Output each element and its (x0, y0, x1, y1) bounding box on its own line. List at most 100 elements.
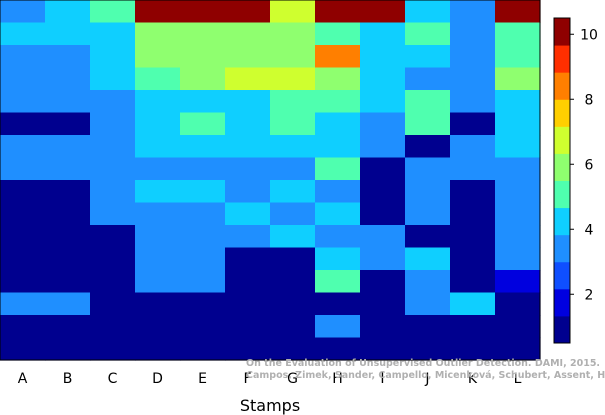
x-tick-label: F (243, 371, 251, 387)
heatmap-cell (0, 247, 46, 271)
heatmap-cell (90, 270, 136, 294)
heatmap-cell (270, 247, 316, 271)
heatmap-cell (90, 337, 136, 361)
heatmap-cell (180, 157, 226, 181)
heatmap-cells (0, 0, 541, 361)
heatmap-cell (315, 22, 361, 46)
colorbar-segment (554, 207, 570, 236)
heatmap-cell (45, 292, 91, 316)
colorbar-tick-label: 6 (585, 157, 594, 173)
heatmap-cell (450, 202, 496, 226)
heatmap-cell (45, 135, 91, 159)
heatmap-cell (135, 135, 181, 159)
heatmap-cell (90, 135, 136, 159)
heatmap-cell (450, 180, 496, 204)
heatmap-cell (45, 90, 91, 114)
heatmap-cell (495, 292, 541, 316)
heatmap-cell (45, 112, 91, 136)
heatmap-cell (225, 67, 271, 91)
heatmap-cell (405, 0, 451, 24)
heatmap-cell (315, 45, 361, 69)
heatmap-cell (225, 157, 271, 181)
heatmap-cell (315, 337, 361, 361)
credit-line-2: Campos, Zimek, Sander, Campello, Micenko… (246, 370, 605, 381)
x-tick-label: L (514, 371, 522, 387)
colorbar-segment (554, 153, 570, 181)
heatmap-cell (360, 202, 406, 226)
colorbar-tick-label: 8 (585, 92, 594, 108)
heatmap-cell (45, 202, 91, 226)
heatmap-cell (360, 0, 406, 24)
heatmap-cell (495, 112, 541, 136)
heatmap-cell (225, 90, 271, 114)
heatmap-cell (180, 112, 226, 136)
heatmap-cell (180, 67, 226, 91)
heatmap-cell (495, 67, 541, 91)
heatmap-cell (45, 180, 91, 204)
heatmap-cell (180, 315, 226, 339)
heatmap-cell (0, 67, 46, 91)
heatmap-cell (45, 0, 91, 24)
heatmap-cell (0, 0, 46, 24)
heatmap-cell (450, 315, 496, 339)
heatmap-cell (225, 337, 271, 361)
heatmap-cell (90, 45, 136, 69)
heatmap-cell (450, 90, 496, 114)
heatmap-cell (180, 337, 226, 361)
heatmap-cell (0, 270, 46, 294)
heatmap-cell (45, 157, 91, 181)
heatmap-cell (225, 247, 271, 271)
heatmap-cell (225, 202, 271, 226)
heatmap-cell (180, 225, 226, 249)
credit-line-1: On the Evaluation of Unsupervised Outlie… (246, 358, 601, 369)
heatmap-cell (45, 270, 91, 294)
heatmap-cell (360, 112, 406, 136)
heatmap-cell (135, 45, 181, 69)
heatmap-cell (0, 45, 46, 69)
heatmap-cell (180, 0, 226, 24)
heatmap-cell (180, 292, 226, 316)
heatmap-cell (315, 135, 361, 159)
colorbar-segment (554, 99, 570, 127)
colorbar-tick-label: 2 (585, 287, 594, 303)
heatmap-cell (405, 225, 451, 249)
heatmap-cell (405, 292, 451, 316)
heatmap-cell (225, 180, 271, 204)
heatmap-cell (0, 315, 46, 339)
heatmap-cell (315, 225, 361, 249)
heatmap-cell (135, 270, 181, 294)
heatmap-cell (90, 292, 136, 316)
heatmap-cell (90, 90, 136, 114)
heatmap-cell (0, 112, 46, 136)
heatmap-cell (270, 180, 316, 204)
heatmap-cell (45, 22, 91, 46)
heatmap-cell (405, 112, 451, 136)
heatmap-cell (135, 337, 181, 361)
heatmap-cell (495, 157, 541, 181)
heatmap-cell (270, 337, 316, 361)
x-tick-label: C (108, 371, 118, 387)
heatmap-cell (225, 112, 271, 136)
heatmap-cell (270, 157, 316, 181)
heatmap-cell (360, 225, 406, 249)
heatmap-cell (270, 135, 316, 159)
heatmap-cell (0, 90, 46, 114)
heatmap-cell (360, 157, 406, 181)
heatmap-cell (495, 247, 541, 271)
heatmap-cell (405, 67, 451, 91)
heatmap-cell (270, 112, 316, 136)
plot-frame (0, 0, 541, 361)
heatmap-cell (450, 135, 496, 159)
x-tick-label: J (424, 371, 429, 387)
heatmap-cell (360, 315, 406, 339)
heatmap-cell (495, 45, 541, 69)
heatmap-cell (0, 202, 46, 226)
heatmap-cell (180, 202, 226, 226)
heatmap-cell (0, 180, 46, 204)
heatmap-cell (495, 337, 541, 361)
heatmap-cell (450, 22, 496, 46)
heatmap-cell (225, 45, 271, 69)
heatmap-cell (90, 157, 136, 181)
heatmap-cell (270, 22, 316, 46)
heatmap-cell (360, 45, 406, 69)
